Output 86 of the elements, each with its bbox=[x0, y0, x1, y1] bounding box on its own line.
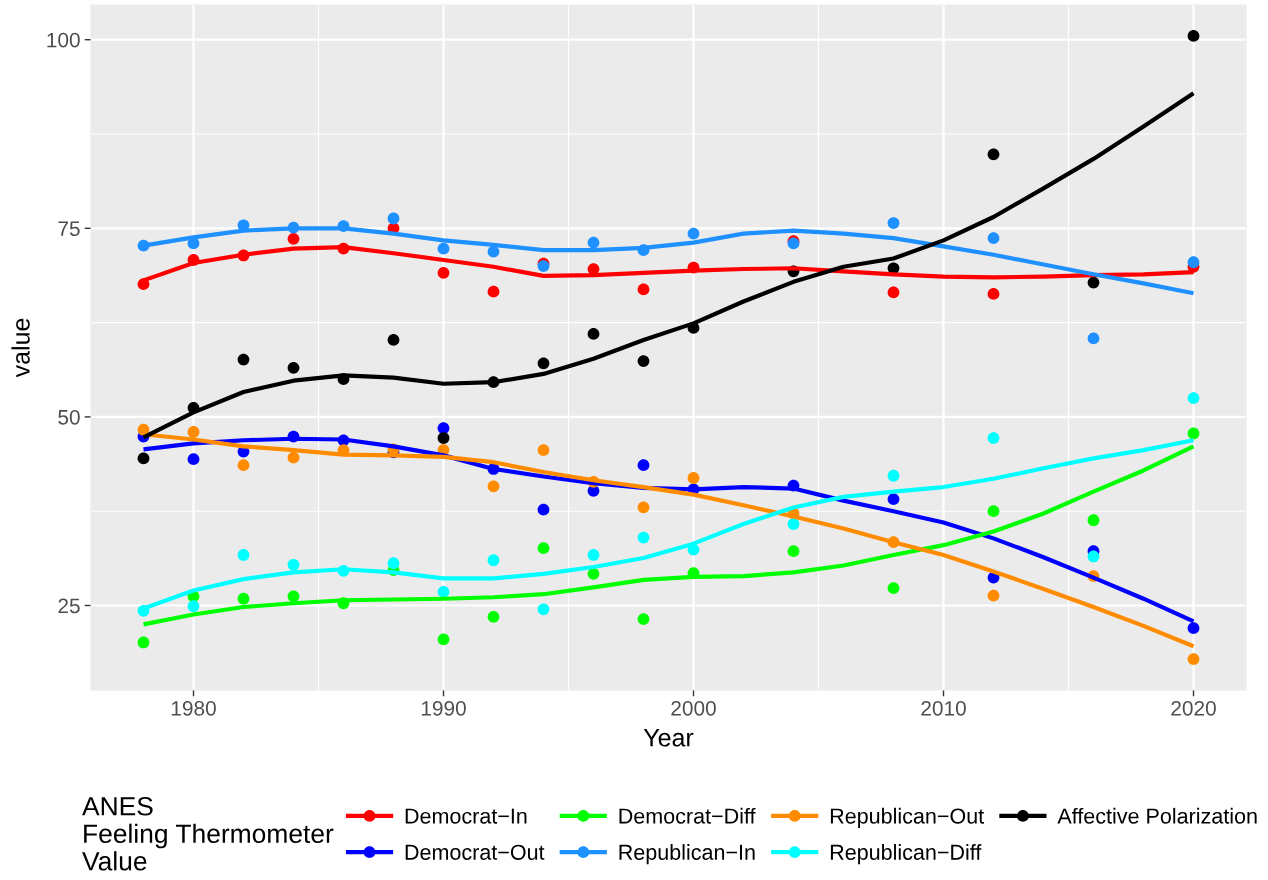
x-tick-label: 1990 bbox=[421, 700, 466, 716]
point bbox=[387, 334, 400, 346]
point bbox=[637, 459, 650, 472]
point bbox=[587, 567, 600, 580]
point bbox=[637, 355, 650, 367]
point bbox=[537, 357, 550, 370]
x-tick-label: 2010 bbox=[921, 700, 966, 716]
legend-label: Affective Polarization bbox=[1057, 807, 1257, 824]
point bbox=[887, 469, 900, 482]
point bbox=[1187, 30, 1200, 42]
point bbox=[787, 518, 800, 530]
point bbox=[1087, 514, 1100, 527]
x-axis-title: Year bbox=[643, 729, 694, 747]
point bbox=[137, 636, 150, 649]
point bbox=[587, 236, 600, 249]
point bbox=[437, 633, 450, 646]
point bbox=[437, 266, 450, 279]
point bbox=[187, 600, 200, 613]
point bbox=[987, 232, 1000, 244]
point bbox=[537, 444, 550, 456]
point bbox=[487, 285, 500, 298]
point bbox=[237, 549, 250, 561]
point bbox=[487, 554, 500, 567]
point bbox=[1187, 392, 1200, 404]
point bbox=[887, 286, 900, 299]
point bbox=[287, 590, 300, 603]
point bbox=[637, 283, 650, 296]
point bbox=[1087, 550, 1100, 563]
point bbox=[887, 582, 900, 595]
legend-label: Democrat−Out bbox=[405, 844, 545, 860]
point bbox=[687, 472, 700, 484]
legend-label: Democrat−Diff bbox=[619, 807, 756, 824]
point bbox=[887, 493, 900, 506]
y-tick-label: 75 bbox=[58, 221, 80, 237]
point bbox=[637, 531, 650, 544]
point bbox=[1187, 427, 1200, 440]
point bbox=[287, 361, 300, 374]
point bbox=[987, 505, 1000, 518]
point bbox=[537, 542, 550, 555]
y-tick-label: 25 bbox=[58, 598, 80, 614]
point bbox=[987, 288, 1000, 300]
point bbox=[487, 480, 500, 493]
point bbox=[237, 592, 250, 605]
legend-title: ANES Feeling Thermometer Value bbox=[82, 796, 334, 871]
y-tick-label: 100 bbox=[47, 32, 80, 48]
point bbox=[587, 328, 600, 340]
legend-label: Republican−Out bbox=[830, 807, 984, 828]
point bbox=[187, 453, 200, 466]
point bbox=[387, 557, 400, 570]
point bbox=[687, 227, 700, 240]
point bbox=[787, 545, 800, 558]
point bbox=[437, 242, 450, 255]
point bbox=[537, 503, 550, 516]
point bbox=[487, 610, 500, 623]
x-tick-label: 1980 bbox=[171, 700, 216, 716]
point bbox=[1087, 276, 1100, 289]
point bbox=[487, 245, 500, 258]
point bbox=[437, 586, 450, 598]
point bbox=[587, 549, 600, 561]
point bbox=[237, 459, 250, 472]
point bbox=[1087, 332, 1100, 345]
y-axis-title: value bbox=[11, 318, 30, 378]
point bbox=[1187, 256, 1200, 269]
legend-label: Republican−In bbox=[619, 844, 755, 865]
legend-label: Democrat−In bbox=[405, 808, 527, 824]
x-tick-label: 2000 bbox=[671, 700, 716, 716]
point bbox=[987, 589, 1000, 602]
point bbox=[987, 432, 1000, 444]
point bbox=[287, 232, 300, 245]
point bbox=[287, 558, 300, 571]
point bbox=[437, 432, 450, 444]
point bbox=[137, 452, 150, 465]
point bbox=[887, 217, 900, 229]
point bbox=[1187, 653, 1200, 665]
point bbox=[1187, 622, 1200, 635]
point bbox=[637, 501, 650, 514]
y-tick-label: 50 bbox=[58, 409, 80, 425]
legend-label: Republican−Diff bbox=[830, 844, 982, 865]
point bbox=[287, 451, 300, 464]
point bbox=[387, 212, 400, 225]
point bbox=[237, 353, 250, 366]
x-tick-label: 2020 bbox=[1171, 700, 1216, 716]
point bbox=[537, 603, 550, 616]
point bbox=[987, 148, 1000, 161]
point bbox=[187, 426, 200, 438]
point bbox=[637, 613, 650, 625]
